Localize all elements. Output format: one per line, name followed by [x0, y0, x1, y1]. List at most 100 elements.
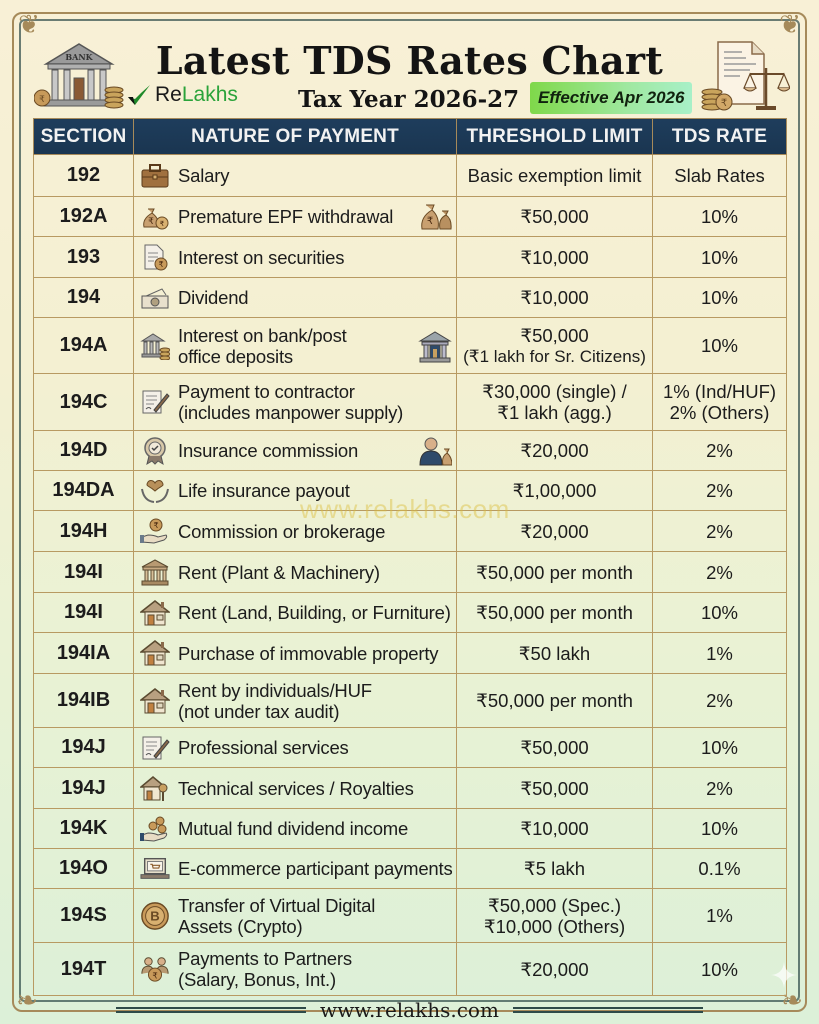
rate-cell: 1% [652, 888, 787, 943]
section-cell: 194C [33, 373, 134, 431]
badge-icon [140, 436, 170, 465]
rate-cell: 2% [652, 430, 787, 471]
rate-cell: 10% [652, 317, 787, 374]
threshold-cell: Basic exemption limit [456, 154, 653, 197]
nature-text: Payments to Partners [178, 948, 352, 969]
threshold-cell: ₹30,000 (single) / ₹1 lakh (agg.) [456, 373, 653, 431]
svg-text:₹: ₹ [721, 98, 727, 109]
column-header-nature: NATURE OF PAYMENT [133, 118, 457, 155]
nature-cell: Rent by individuals/HUF (not under tax au… [133, 673, 457, 728]
section-cell: 192 [33, 154, 134, 197]
table-row: 192 Salary Basic exemption limit Slab Rates [33, 154, 787, 197]
threshold-cell: ₹50,000 [456, 196, 653, 237]
section-cell: 194J [33, 727, 134, 768]
rate-cell: 1% [652, 632, 787, 674]
nature-text: Professional services [178, 737, 349, 758]
rate-cell: 2% [652, 551, 787, 593]
checkmark-logo-icon [128, 85, 150, 105]
threshold-text: ₹5 lakh [523, 858, 586, 879]
corner-ornament-icon: ❦ [18, 10, 40, 40]
rate-cell: 10% [652, 808, 787, 849]
nature-cell: Professional services [133, 727, 457, 768]
section-cell: 194O [33, 848, 134, 889]
house-keys-icon [140, 774, 170, 802]
svg-text:B: B [150, 908, 159, 923]
nature-cell: Payment to contractor (includes manpower … [133, 373, 457, 431]
section-cell: 194J [33, 767, 134, 809]
effective-date-badge: Effective Apr 2026 [530, 82, 693, 114]
threshold-cell: ₹50,000 per month [456, 551, 653, 593]
threshold-text: ₹20,000 [520, 440, 589, 461]
tax-year-subtitle: Tax Year 2026-27 [298, 86, 520, 113]
column-header-section: SECTION [33, 118, 134, 155]
threshold-cell: ₹10,000 [456, 808, 653, 849]
document-scales-illustration-icon [717, 41, 790, 110]
threshold-cell: ₹50,000 (Spec.) ₹10,000 (Others) [456, 888, 653, 943]
rate-cell: 10% [652, 236, 787, 278]
svg-text:₹: ₹ [148, 216, 154, 226]
nature-cell: Salary [133, 154, 457, 197]
rate-text: 10% [700, 737, 739, 758]
bank-illustration-icon: BANK ₹ [34, 43, 124, 109]
threshold-cell: ₹20,000 [456, 510, 653, 552]
nature-cell: B Transfer of Virtual Digital Assets (Cryp… [133, 888, 457, 943]
rate-cell: 10% [652, 277, 787, 318]
rate-text: 1% [706, 642, 733, 664]
nature-text: Life insurance payout [178, 480, 350, 501]
table-row: 193 ₹ Interest on securities ₹10,000 10% [33, 236, 787, 278]
section-cell: 194IB [33, 673, 134, 728]
rate-cell: 2% [652, 673, 787, 728]
laptop-cart-icon [140, 855, 170, 883]
rate-cell: Slab Rates [652, 154, 787, 197]
outer-frame [12, 12, 807, 1012]
table-row: 194O E-commerce participant payments ₹5 la… [33, 848, 787, 889]
threshold-cell: ₹50,000 (₹1 lakh for Sr. Citizens) [456, 317, 653, 374]
column-header-threshold: THRESHOLD LIMIT [456, 118, 653, 155]
svg-text:BANK: BANK [65, 52, 93, 62]
nature-text: Payment to contractor [178, 381, 355, 402]
footer-website-link[interactable]: www.relakhs.com [320, 998, 499, 1022]
rate-cell: 10% [652, 592, 787, 633]
threshold-cell: ₹20,000 [456, 942, 653, 996]
threshold-cell: ₹10,000 [456, 236, 653, 278]
threshold-text: ₹50,000 [520, 206, 589, 227]
nature-cell: Mutual fund dividend income [133, 808, 457, 849]
building-icon [140, 558, 170, 586]
nature-text: (Salary, Bonus, Int.) [178, 969, 336, 990]
footer-divider [512, 1007, 703, 1013]
rate-text: 2% (Others) [669, 402, 770, 423]
table-row: 194S B Transfer of Virtual Digital Assets (… [33, 888, 787, 943]
brand-re: Re [155, 83, 182, 106]
section-cell: 194DA [33, 470, 134, 511]
table-row: 194IA Purchase of immovable property ₹50 l… [33, 632, 787, 674]
nature-cell: ₹ Interest on securities [133, 236, 457, 278]
section-cell: 192A [33, 196, 134, 237]
house-icon [140, 599, 170, 627]
table-row: 192A ₹ ₹ Premature EPF withdrawal ₹ ₹50,000 10… [33, 196, 787, 237]
briefcase-icon [140, 162, 170, 190]
bitcoin-icon: B [140, 901, 170, 930]
rate-text: 10% [700, 335, 739, 356]
section-cell: 194D [33, 430, 134, 471]
svg-text:₹: ₹ [160, 220, 165, 228]
threshold-cell: ₹1,00,000 [456, 470, 653, 511]
nature-text: E-commerce participant payments [178, 858, 453, 879]
cash-icon [140, 284, 170, 312]
nature-text: Interest on bank/post [178, 324, 347, 346]
svg-text:₹: ₹ [158, 260, 163, 269]
section-cell: 194IA [33, 632, 134, 674]
corner-ornament-icon: ❧ [16, 986, 38, 1016]
threshold-text: ₹50,000 [520, 324, 589, 346]
rate-cell: 0.1% [652, 848, 787, 889]
section-cell: 194K [33, 808, 134, 849]
nature-cell: ₹ ₹ Premature EPF withdrawal ₹ [133, 196, 457, 237]
threshold-text: ₹50,000 per month [476, 561, 633, 583]
rate-cell: 2% [652, 470, 787, 511]
corner-ornament-icon: ❦ [779, 10, 801, 40]
svg-text:₹: ₹ [39, 94, 45, 104]
rate-text: 2% [706, 440, 733, 461]
table-row: 194J Professional services ₹50,000 10% [33, 727, 787, 768]
rate-cell: 10% [652, 942, 787, 996]
rate-text: 10% [700, 818, 739, 839]
rate-text: 10% [700, 246, 739, 268]
